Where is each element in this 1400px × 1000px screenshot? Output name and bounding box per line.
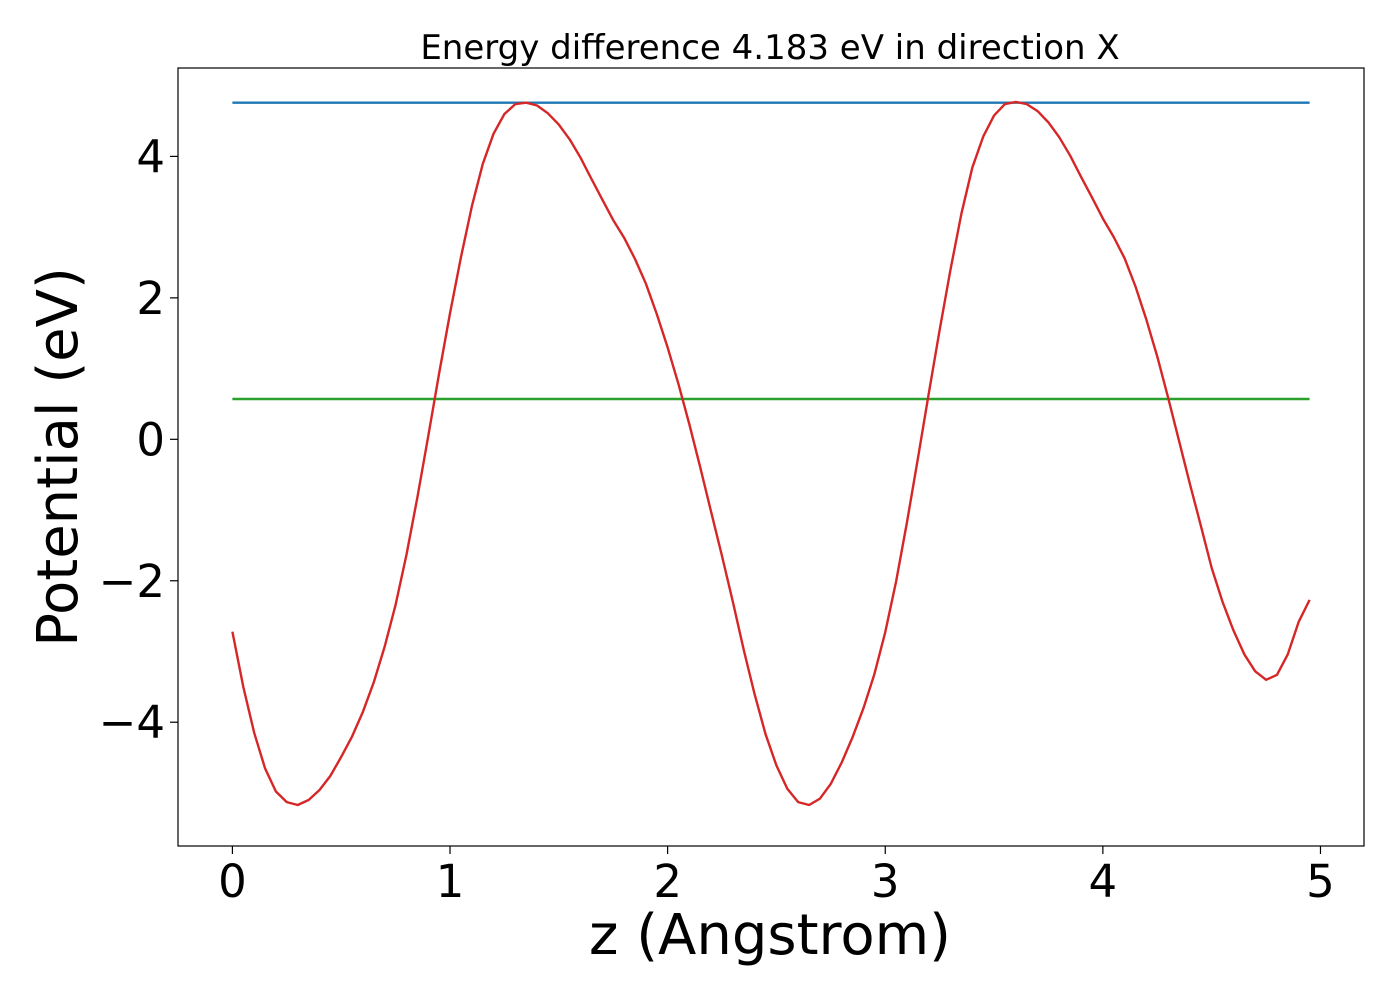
y-tick-label: 0 [136, 413, 165, 466]
y-tick-label: −2 [99, 555, 165, 608]
plot-frame [177, 67, 1365, 847]
y-axis-label: Potential (eV) [26, 267, 91, 647]
x-tick-label: 5 [1306, 855, 1335, 908]
x-axis-label: z (Angstrom) [589, 903, 951, 968]
y-tick-label: 2 [136, 272, 165, 325]
y-tick-label: −4 [99, 696, 165, 749]
x-tick-label: 3 [871, 855, 900, 908]
x-tick-label: 1 [436, 855, 465, 908]
x-tick-label: 4 [1089, 855, 1118, 908]
y-tick-label: 4 [136, 130, 165, 183]
x-tick-label: 0 [218, 855, 247, 908]
chart-title: Energy difference 4.183 eV in direction … [420, 28, 1119, 68]
y-axis: −4 −2 0 2 4 [99, 130, 178, 749]
series-line-2 [231, 100, 1311, 807]
x-tick-label: 2 [653, 855, 682, 908]
x-axis: 0 1 2 3 4 5 [218, 846, 1335, 908]
plot-series [231, 100, 1311, 807]
